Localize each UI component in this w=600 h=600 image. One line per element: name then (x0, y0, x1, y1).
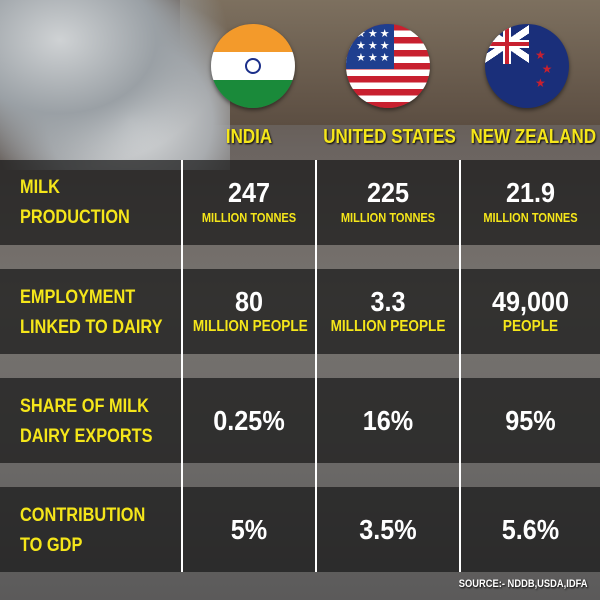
column-header-new-zealand: NEW ZEALAND (470, 126, 597, 148)
usa-flag-icon: ★★★ ★★★ ★★★ (346, 24, 430, 108)
table-row-milk-production (0, 160, 600, 245)
india-flag-icon (211, 24, 295, 108)
column-divider (315, 160, 317, 572)
value-cell: 21.9 MILLION TONNES (483, 177, 578, 225)
value-cell: 80 MILLION PEOPLE (192, 286, 308, 335)
row-label: SHARE OF MILK DAIRY EXPORTS (20, 396, 153, 447)
value-cell: 3.3 MILLION PEOPLE (330, 286, 446, 335)
column-divider (181, 160, 183, 572)
table-row-employment (0, 269, 600, 354)
new-zealand-flag-icon: ★ ★ ★ (485, 24, 569, 108)
row-label: EMPLOYMENT LINKED TO DAIRY (20, 287, 163, 338)
value-cell: 247 MILLION TONNES (201, 177, 297, 225)
value-cell: 16% (362, 405, 414, 436)
value-cell: 95% (505, 405, 556, 436)
value-cell: 3.5% (359, 514, 417, 545)
column-divider (459, 160, 461, 572)
table-row-exports (0, 378, 600, 463)
row-label: CONTRIBUTION TO GDP (20, 505, 146, 556)
source-credit: SOURCE:- NDDB,USDA,IDFA (459, 578, 588, 590)
table-row-gdp (0, 487, 600, 572)
milk-can-photo (0, 0, 230, 170)
value-cell: 5.6% (501, 514, 560, 545)
value-cell: 225 MILLION TONNES (340, 177, 436, 225)
value-cell: 5% (230, 514, 268, 545)
value-cell: 49,000 PEOPLE (491, 286, 570, 335)
column-header-united-states: UNITED STATES (323, 126, 456, 148)
row-label: MILK PRODUCTION (20, 177, 130, 228)
value-cell: 0.25% (213, 405, 285, 436)
column-header-india: INDIA (225, 126, 273, 148)
